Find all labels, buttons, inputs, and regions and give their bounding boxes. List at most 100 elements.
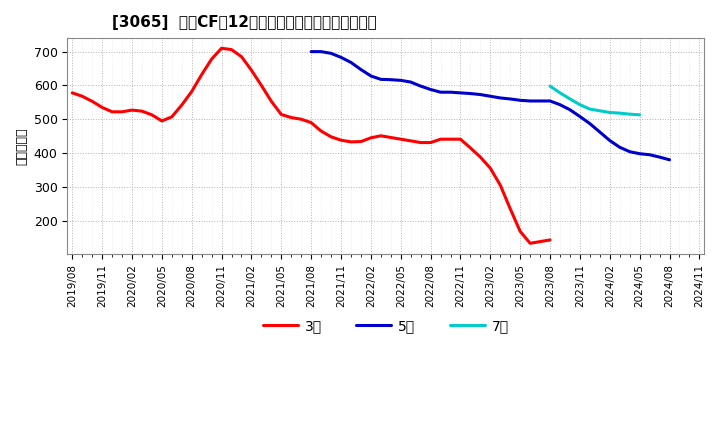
3年 [257, 83, 266, 88]
3年 [237, 54, 246, 59]
5年 [665, 157, 674, 162]
3年 [78, 94, 86, 99]
5年 [516, 98, 525, 103]
3年 [456, 136, 465, 142]
5年 [496, 95, 505, 101]
7年 [595, 108, 604, 114]
Line: 5年: 5年 [311, 51, 670, 160]
3年 [466, 145, 474, 150]
3年 [197, 72, 206, 77]
5年 [476, 92, 485, 97]
3年 [277, 112, 286, 117]
7年 [626, 111, 634, 117]
5年 [377, 77, 385, 82]
5年 [416, 84, 425, 89]
3年 [307, 120, 315, 125]
5年 [366, 73, 375, 79]
5年 [526, 99, 534, 104]
3年 [387, 135, 395, 140]
3年 [287, 115, 296, 120]
5年 [616, 145, 624, 150]
5年 [307, 49, 315, 54]
5年 [606, 138, 614, 143]
3年 [187, 89, 196, 94]
7年 [566, 96, 575, 102]
5年 [446, 90, 455, 95]
5年 [466, 91, 474, 96]
Legend: 3年, 5年, 7年: 3年, 5年, 7年 [257, 313, 514, 338]
3年 [228, 47, 236, 52]
3年 [526, 241, 534, 246]
7年 [635, 112, 644, 117]
5年 [506, 96, 515, 102]
7年 [575, 102, 584, 107]
5年 [645, 152, 654, 158]
3年 [366, 135, 375, 140]
5年 [626, 149, 634, 154]
3年 [117, 109, 126, 114]
Line: 7年: 7年 [550, 86, 639, 115]
3年 [436, 136, 445, 142]
3年 [516, 229, 525, 234]
3年 [406, 138, 415, 143]
3年 [297, 117, 305, 122]
3年 [68, 90, 76, 95]
3年 [426, 140, 435, 145]
3年 [108, 109, 117, 114]
3年 [317, 128, 325, 134]
3年 [496, 183, 505, 188]
3年 [337, 138, 346, 143]
Y-axis label: （百万円）: （百万円） [15, 128, 28, 165]
5年 [356, 67, 365, 72]
3年 [346, 139, 355, 144]
3年 [546, 237, 554, 242]
3年 [138, 109, 146, 114]
3年 [247, 68, 256, 73]
5年 [595, 129, 604, 135]
5年 [337, 55, 346, 60]
5年 [346, 60, 355, 65]
7年 [546, 84, 554, 89]
3年 [486, 165, 495, 171]
3年 [536, 239, 544, 244]
5年 [655, 154, 664, 160]
5年 [387, 77, 395, 82]
5年 [327, 51, 336, 56]
5年 [426, 87, 435, 92]
5年 [635, 151, 644, 156]
3年 [506, 206, 515, 212]
3年 [168, 114, 176, 120]
7年 [556, 90, 564, 95]
5年 [585, 121, 594, 126]
3年 [127, 107, 136, 113]
5年 [486, 94, 495, 99]
3年 [267, 99, 276, 104]
3年 [377, 133, 385, 139]
3年 [98, 105, 107, 110]
5年 [456, 90, 465, 95]
Text: [3065]  投賄CFの12か月移動合計の標準偏差の推移: [3065] 投賄CFの12か月移動合計の標準偏差の推移 [112, 15, 377, 30]
3年 [88, 99, 96, 104]
3年 [416, 140, 425, 145]
3年 [476, 154, 485, 160]
5年 [566, 107, 575, 112]
Line: 3年: 3年 [72, 48, 550, 243]
3年 [158, 118, 166, 124]
3年 [207, 56, 216, 62]
7年 [585, 106, 594, 112]
5年 [436, 90, 445, 95]
5年 [575, 114, 584, 119]
3年 [397, 136, 405, 142]
3年 [327, 134, 336, 139]
3年 [148, 112, 156, 117]
5年 [556, 102, 564, 107]
5年 [546, 99, 554, 104]
5年 [536, 99, 544, 104]
3年 [446, 136, 455, 142]
3年 [356, 139, 365, 144]
3年 [217, 46, 226, 51]
5年 [397, 78, 405, 83]
5年 [406, 79, 415, 84]
7年 [616, 110, 624, 116]
3年 [177, 103, 186, 108]
